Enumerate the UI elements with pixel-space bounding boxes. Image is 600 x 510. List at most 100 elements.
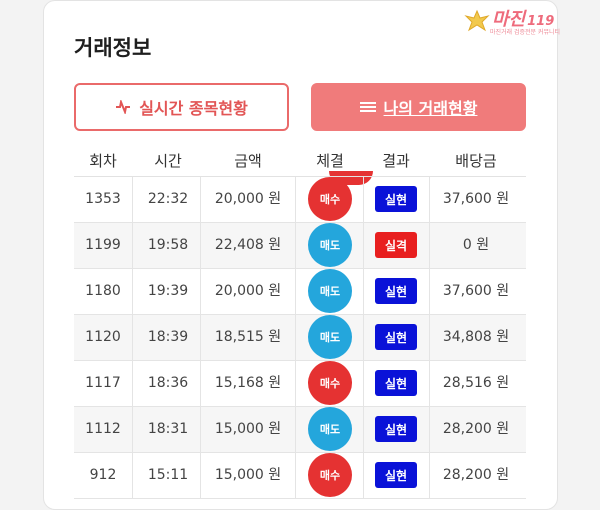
payout-cell: 34,808 원 [442,329,510,345]
amount-cell: 22,408 원 [214,237,282,253]
column-divider [363,177,364,222]
round-cell: 1120 [85,329,121,345]
time-cell: 18:36 [147,375,189,391]
sell-badge: 매도 [308,315,352,359]
column-divider [132,453,133,498]
payout-cell: 37,600 원 [442,191,510,207]
buy-badge: 매수 [308,453,352,497]
table-row[interactable]: 1117 18:36 15,168 원 28,516 원 매수 실현 [74,361,526,407]
time-cell: 19:58 [147,237,189,253]
payout-cell: 0 원 [462,237,490,253]
amount-cell: 15,000 원 [214,421,282,437]
logo-subtitle: 마진거래 검증전문 커뮤니티 [490,29,561,36]
round-cell: 1199 [85,237,121,253]
column-divider [132,361,133,406]
amount-cell: 20,000 원 [214,191,282,207]
time-cell: 18:39 [147,329,189,345]
page-title: 거래정보 [74,36,152,60]
column-divider [295,223,296,268]
table-row[interactable]: 1112 18:31 15,000 원 28,200 원 매도 실현 [74,407,526,453]
site-logo[interactable]: 마진 119 마진거래 검증전문 커뮤니티 [464,4,594,40]
column-divider [295,453,296,498]
payout-cell: 37,600 원 [442,283,510,299]
time-cell: 19:39 [147,283,189,299]
my-trades-button[interactable]: 나의 거래현황 [311,83,526,131]
round-cell: 912 [89,467,117,483]
realized-badge: 실현 [375,370,417,396]
col-round: 회차 [89,152,117,170]
column-divider [363,361,364,406]
column-divider [200,269,201,314]
realized-badge: 실현 [375,462,417,488]
sell-badge: 매도 [308,223,352,267]
realized-badge: 실현 [375,186,417,212]
logo-text: 마진 119 [492,9,555,30]
round-cell: 1117 [85,375,121,391]
table-row[interactable]: 912 15:11 15,000 원 28,200 원 매수 실현 [74,453,526,499]
column-divider [429,223,430,268]
column-divider [200,177,201,222]
payout-cell: 28,516 원 [442,375,510,391]
column-divider [363,453,364,498]
column-divider [200,361,201,406]
column-divider [200,453,201,498]
column-divider [429,361,430,406]
time-cell: 15:11 [147,467,189,483]
column-divider [132,223,133,268]
col-time: 시간 [154,152,182,170]
column-divider [429,269,430,314]
column-divider [295,315,296,360]
table-row[interactable]: 1353 22:32 20,000 원 37,600 원 매수 실현 [74,177,526,223]
col-trade: 체결 [316,152,344,170]
column-divider [363,269,364,314]
round-cell: 1180 [85,283,121,299]
column-divider [429,453,430,498]
col-result: 결과 [382,152,410,170]
column-divider [132,407,133,452]
list-icon [359,102,376,112]
table-header: 회차 시간 금액 체결 결과 배당금 [74,150,526,170]
column-divider [363,315,364,360]
buy-badge: 매수 [308,361,352,405]
column-divider [200,315,201,360]
time-cell: 22:32 [147,191,189,207]
amount-cell: 18,515 원 [214,329,282,345]
col-amount: 금액 [234,152,262,170]
col-payout: 배당금 [455,152,497,170]
amount-cell: 20,000 원 [214,283,282,299]
realized-badge: 실현 [375,324,417,350]
live-status-label: 실시간 종목현황 [139,99,248,118]
live-status-button[interactable]: 실시간 종목현황 [74,83,289,131]
buy-badge: 매수 [308,177,352,221]
pulse-icon [116,100,131,114]
column-divider [295,269,296,314]
column-divider [429,177,430,222]
amount-cell: 15,000 원 [214,467,282,483]
payout-cell: 28,200 원 [442,467,510,483]
time-cell: 18:31 [147,421,189,437]
column-divider [200,223,201,268]
wing-emblem-icon [464,9,490,32]
column-divider [132,269,133,314]
column-divider [429,407,430,452]
column-divider [295,407,296,452]
realized-badge: 실현 [375,416,417,442]
column-divider [200,407,201,452]
column-divider [363,223,364,268]
table-row[interactable]: 1180 19:39 20,000 원 37,600 원 매도 실현 [74,269,526,315]
table-row[interactable]: 1120 18:39 18,515 원 34,808 원 매도 실현 [74,315,526,361]
column-divider [429,315,430,360]
my-trades-label: 나의 거래현황 [383,99,478,118]
disqualified-badge: 실격 [375,232,417,258]
sell-badge: 매도 [308,269,352,313]
column-divider [363,407,364,452]
payout-cell: 28,200 원 [442,421,510,437]
round-cell: 1353 [85,191,121,207]
amount-cell: 15,168 원 [214,375,282,391]
realized-badge: 실현 [375,278,417,304]
column-divider [132,177,133,222]
column-divider [295,177,296,222]
round-cell: 1112 [85,421,121,437]
table-row[interactable]: 1199 19:58 22,408 원 0 원 매도 실격 [74,223,526,269]
sell-badge: 매도 [308,407,352,451]
